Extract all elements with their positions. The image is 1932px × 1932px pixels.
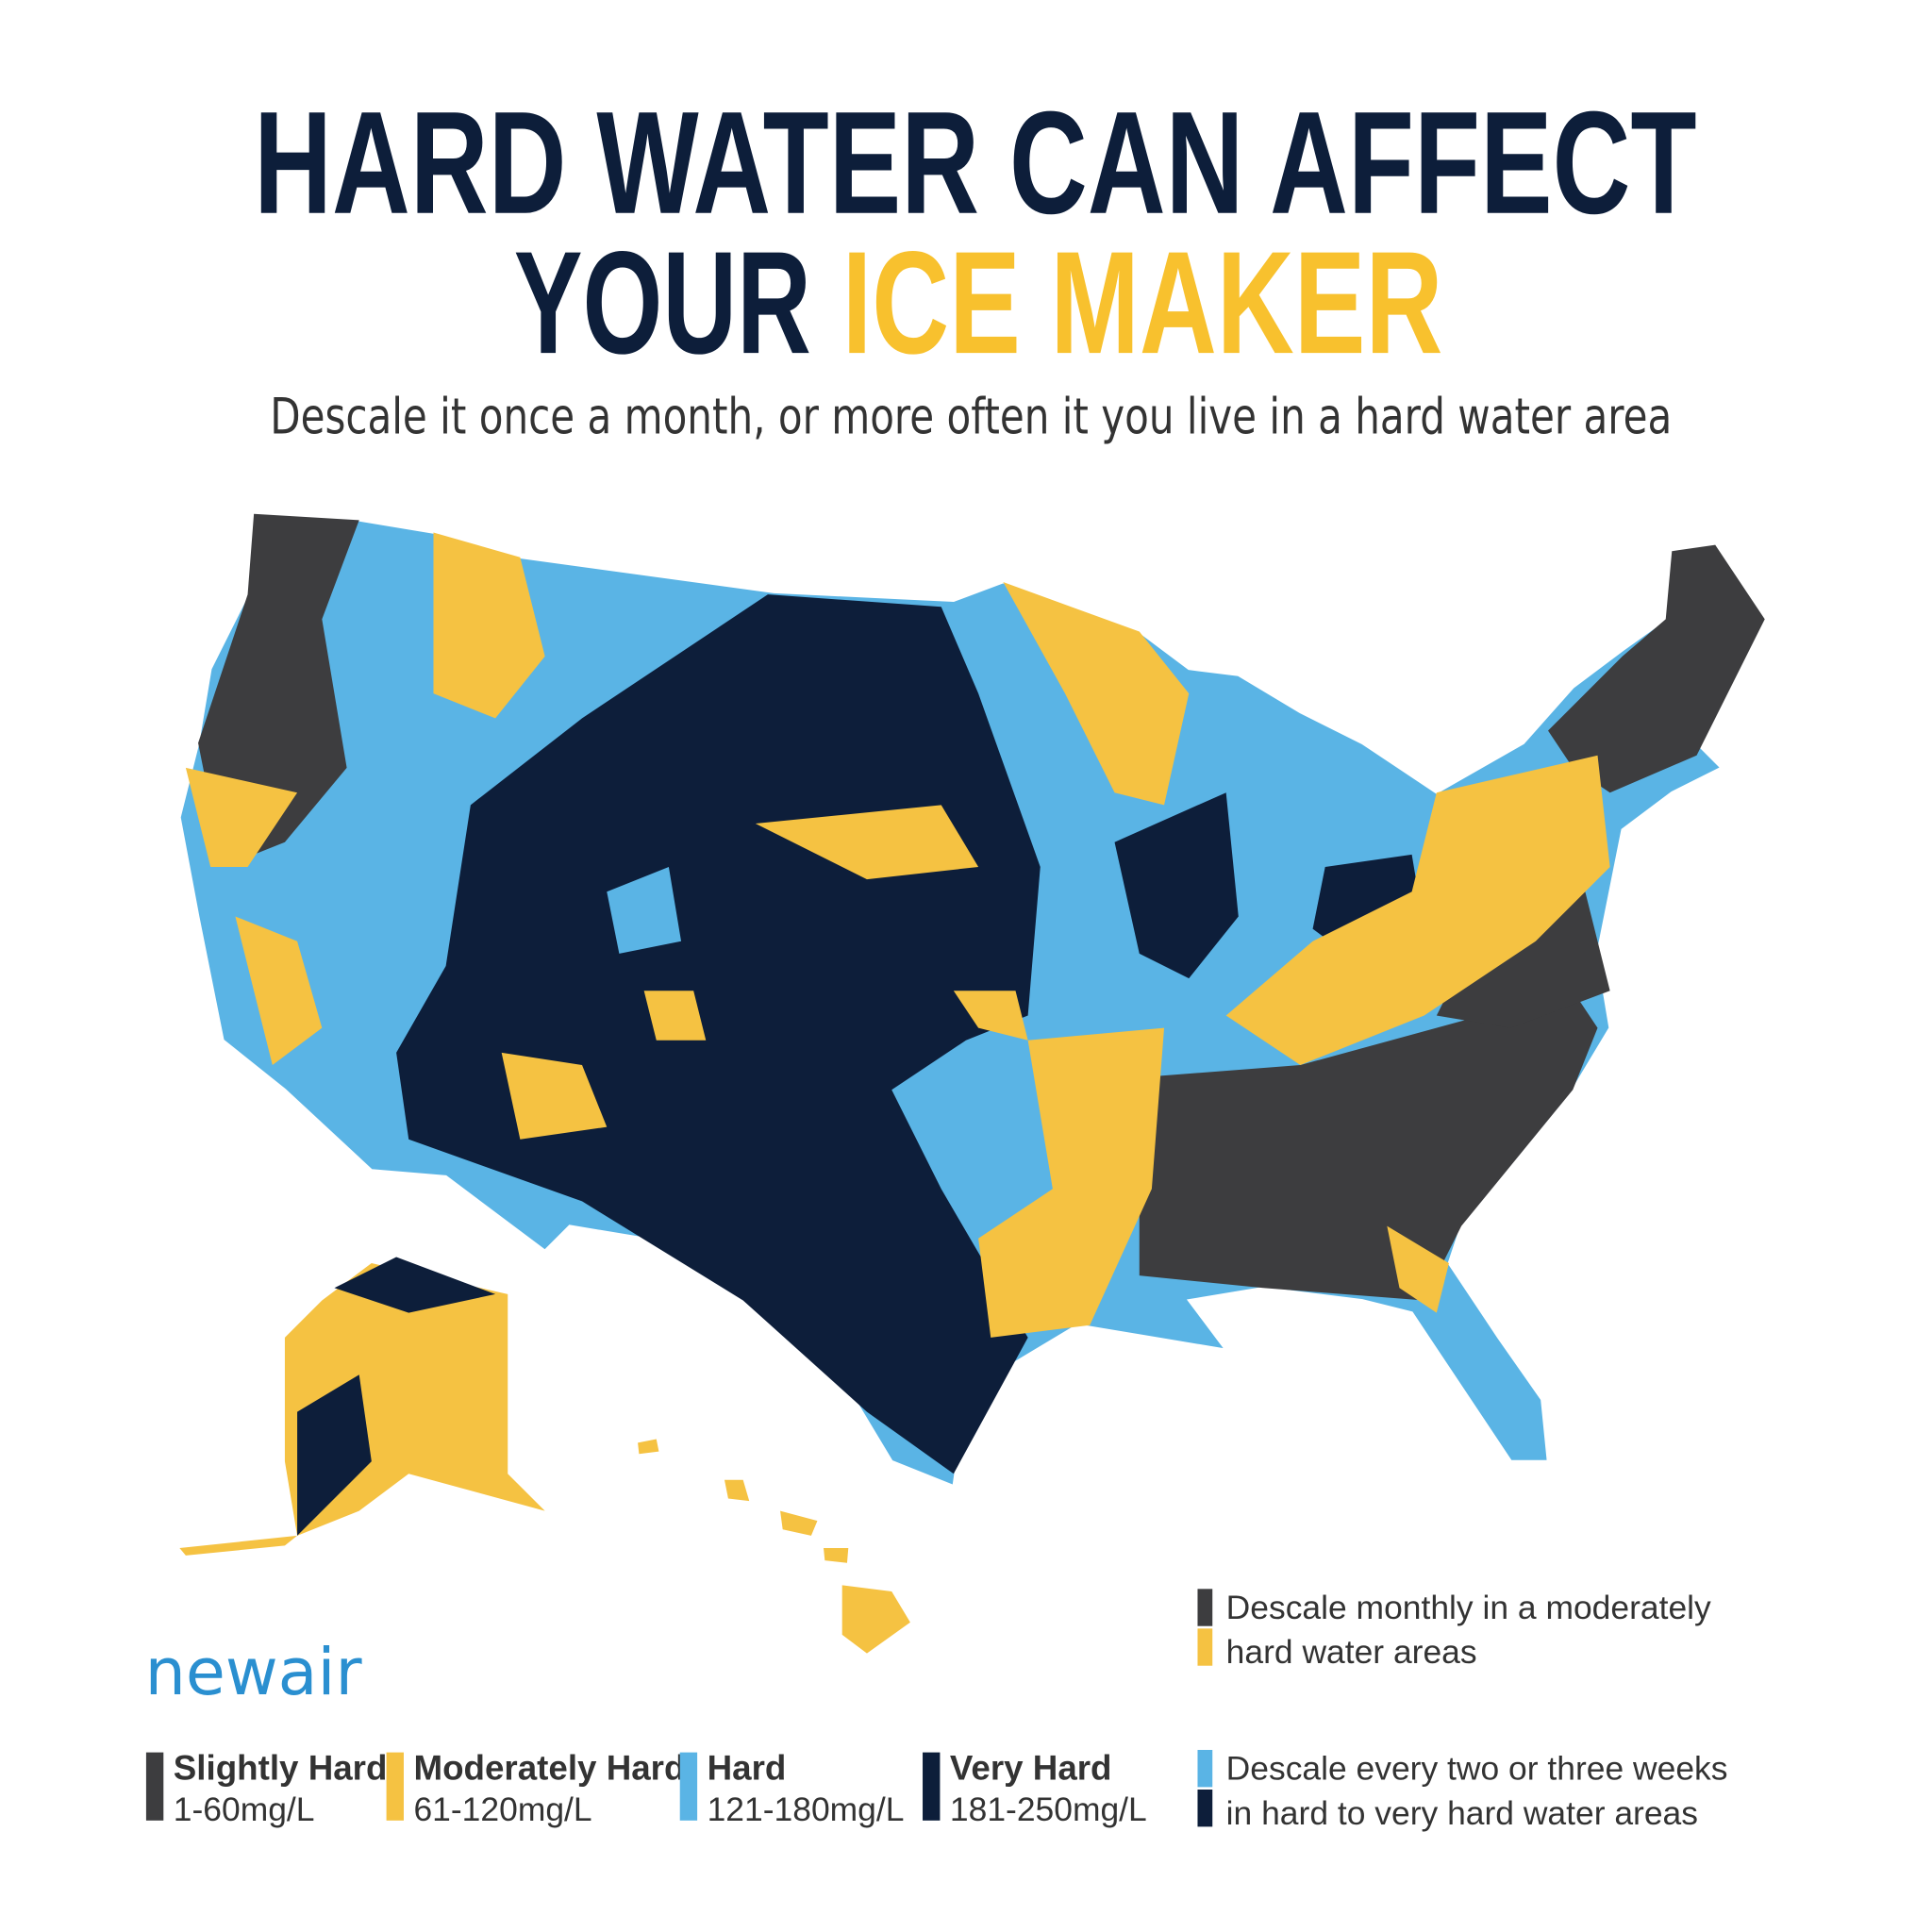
legend-swatch bbox=[145, 1752, 164, 1821]
moderately-hard-region bbox=[501, 1052, 608, 1140]
moderately-hard-region bbox=[433, 532, 545, 719]
note-swatch bbox=[1197, 1749, 1213, 1788]
hawaii bbox=[638, 1439, 910, 1654]
alaska-very-hard bbox=[297, 1374, 372, 1536]
moderately-hard-region bbox=[1225, 755, 1610, 1066]
slightly-hard-region bbox=[1548, 544, 1765, 793]
legend-label: Very Hard bbox=[950, 1748, 1112, 1787]
note-swatch bbox=[1197, 1589, 1213, 1626]
legend-swatch bbox=[679, 1752, 698, 1821]
note-line: Descale every two or three weeks bbox=[1226, 1749, 1728, 1787]
moderately-hard-region bbox=[235, 916, 323, 1066]
alaska-chain bbox=[179, 1535, 298, 1556]
slightly-hard-region bbox=[198, 513, 359, 867]
content: HARD WATER CAN AFFECT YOUR ICE MAKER Des… bbox=[145, 81, 1767, 1832]
legend-range: 1-60mg/L bbox=[174, 1790, 315, 1828]
legend-swatch bbox=[923, 1752, 941, 1821]
hard-region bbox=[607, 866, 682, 954]
subtitle: Descale it once a month, or more often i… bbox=[270, 388, 1672, 445]
title-line-1: HARD WATER CAN AFFECT bbox=[254, 81, 1696, 244]
moderately-hard-region bbox=[978, 1027, 1165, 1338]
us-map bbox=[178, 512, 1767, 1654]
moderately-hard-region bbox=[185, 767, 298, 867]
note-swatch bbox=[1197, 1628, 1213, 1666]
very-hard-region bbox=[1114, 792, 1239, 979]
brand-logo: newair bbox=[145, 1636, 363, 1710]
legend-range: 61-120mg/L bbox=[413, 1790, 591, 1828]
moderately-hard-region bbox=[953, 991, 1028, 1041]
note-line: Descale monthly in a moderately bbox=[1226, 1589, 1711, 1626]
notes: Descale monthly in a moderately hard wate… bbox=[1197, 1589, 1727, 1832]
title-line-2b: ICE MAKER bbox=[842, 221, 1443, 384]
slightly-hard-region bbox=[1436, 891, 1610, 1028]
moderately-hard-region bbox=[1387, 1225, 1449, 1313]
legend-swatch bbox=[386, 1752, 404, 1821]
moderately-hard-region bbox=[755, 805, 979, 880]
legend-range: 181-250mg/L bbox=[950, 1790, 1147, 1828]
legend-range: 121-180mg/L bbox=[708, 1790, 905, 1828]
note-swatch bbox=[1197, 1789, 1213, 1827]
note-line: hard water areas bbox=[1226, 1633, 1477, 1671]
note-line: in hard to very hard water areas bbox=[1226, 1794, 1698, 1832]
title-line-2a: YOUR bbox=[514, 221, 811, 384]
legend-label: Moderately Hard bbox=[413, 1748, 685, 1787]
legend-label: Hard bbox=[708, 1748, 787, 1787]
legend-label: Slightly Hard bbox=[174, 1748, 388, 1787]
moderately-hard-region bbox=[1003, 582, 1190, 806]
slightly-hard-region bbox=[1139, 991, 1598, 1301]
alaska-very-hard bbox=[334, 1257, 496, 1313]
moderately-hard-region bbox=[643, 991, 707, 1041]
